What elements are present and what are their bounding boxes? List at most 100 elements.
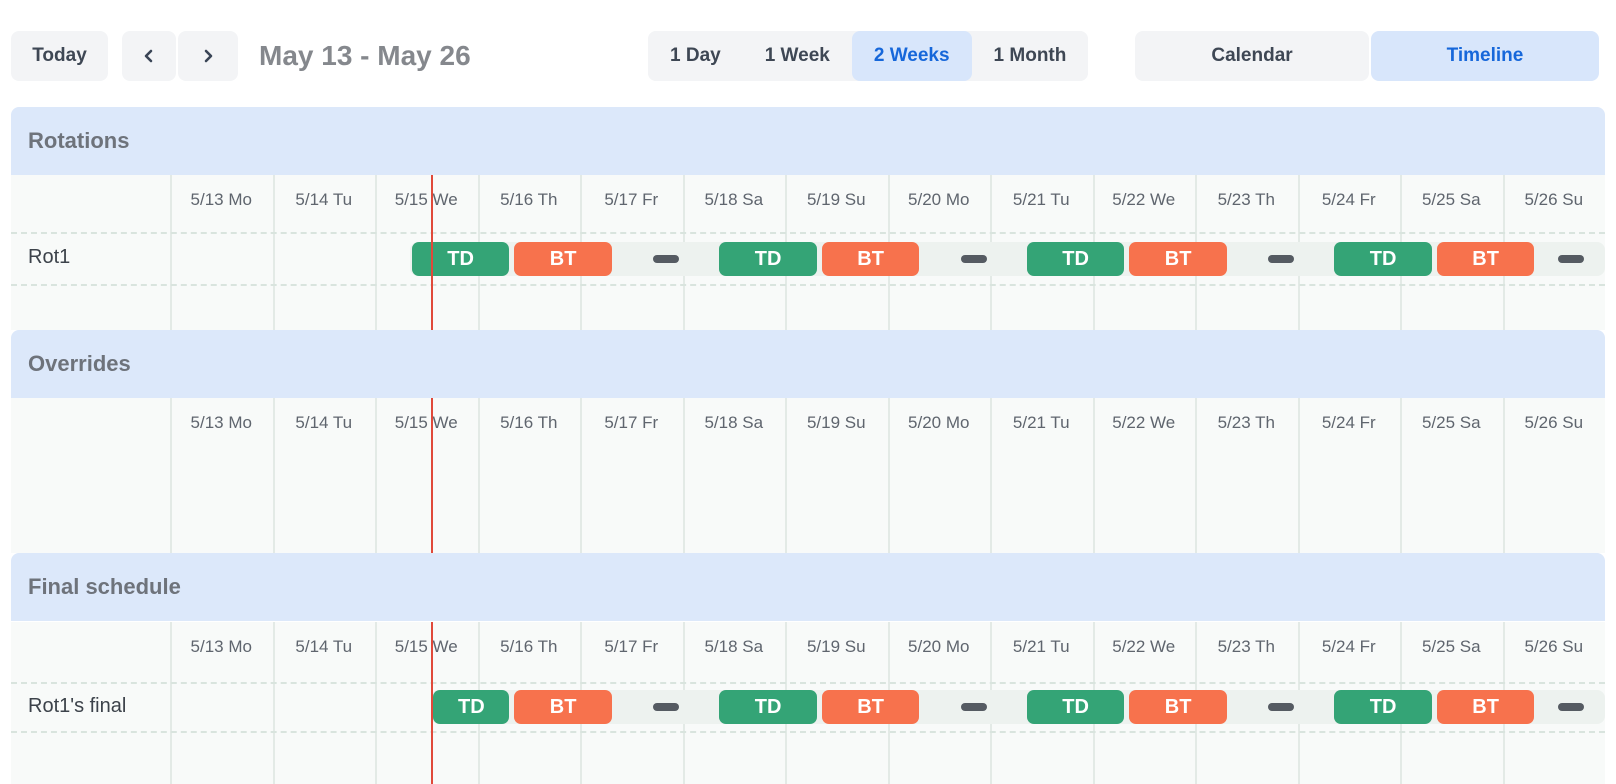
day-header-label: 5/25 Sa (1421, 637, 1481, 656)
day-gridline (272, 622, 275, 784)
shift-block-bt[interactable]: BT (821, 242, 920, 276)
row-separator (11, 284, 1605, 286)
day-header-label: 5/22 We (1112, 413, 1176, 432)
section-grid-final-schedule: 5/13 Mo 5/14 Tu 5/15 We 5/16 Th 5/17 Fr 5/18 … (11, 622, 1605, 784)
range-tab-2-weeks[interactable]: 2 Weeks (851, 31, 972, 81)
view-tab-calendar[interactable]: Calendar (1135, 31, 1369, 81)
range-tab-1-week[interactable]: 1 Week (742, 31, 852, 81)
gap-dash-icon (960, 703, 987, 711)
range-tab-group: 1 Day 1 Week 2 Weeks 1 Month (648, 31, 1089, 81)
gap-dash-icon (1268, 255, 1295, 263)
day-header-label: 5/18 Sa (704, 190, 764, 209)
day-gridline (682, 398, 685, 553)
chevron-right-icon (201, 48, 215, 64)
shift-block-bt[interactable]: BT (514, 242, 612, 276)
row-label-rot1: Rot1 (28, 246, 71, 268)
day-gridline (477, 398, 480, 553)
day-gridline (580, 398, 582, 553)
shift-block-td[interactable]: TD (719, 242, 817, 276)
row-separator (11, 682, 1605, 684)
section-title: Rotations (28, 128, 130, 153)
day-header-label: 5/23 Th (1217, 190, 1275, 209)
day-header-label: 5/13 Mo (190, 413, 252, 432)
day-header-label: 5/22 We (1112, 637, 1176, 656)
day-header-label: 5/16 Th (500, 637, 558, 656)
row-label-rot1-s-final: Rot1's final (28, 694, 127, 717)
chevron-left-icon (142, 48, 156, 64)
next-period-button[interactable] (178, 31, 238, 81)
day-header-label: 5/19 Su (806, 190, 866, 209)
day-header-label: 5/20 Mo (908, 413, 970, 432)
row-separator (11, 232, 1605, 234)
day-header-label: 5/17 Fr (604, 413, 659, 432)
range-tab-1-day[interactable]: 1 Day (648, 31, 743, 81)
shift-block-td[interactable]: TD (1026, 242, 1125, 276)
gap-dash-icon (960, 255, 987, 263)
day-header-label: 5/17 Fr (604, 637, 659, 656)
gap-dash-icon (653, 255, 680, 263)
shift-block-bt[interactable]: BT (514, 690, 612, 724)
day-header-label: 5/21 Tu (1012, 190, 1070, 209)
section-header-final-schedule: Final schedule (11, 553, 1605, 621)
day-gridline (170, 622, 172, 784)
section-header-rotations: Rotations (11, 107, 1605, 175)
day-header-label: 5/23 Th (1217, 637, 1275, 656)
current-time-line (431, 398, 434, 553)
day-header-label: 5/14 Tu (295, 637, 353, 656)
shift-block-td[interactable]: TD (1026, 690, 1125, 724)
day-header-label: 5/20 Mo (908, 190, 970, 209)
shift-block-td[interactable]: TD (411, 242, 510, 276)
range-tab-1-month[interactable]: 1 Month (971, 31, 1089, 81)
day-header-label: 5/26 Su (1524, 637, 1584, 656)
day-header-label: 5/24 Fr (1321, 637, 1376, 656)
day-header-label: 5/21 Tu (1012, 637, 1070, 656)
prev-period-button[interactable] (122, 31, 176, 81)
day-header-label: 5/20 Mo (908, 637, 970, 656)
shift-block-td[interactable]: TD (433, 690, 510, 724)
day-header-label: 5/24 Fr (1321, 190, 1376, 209)
day-gridline (1400, 398, 1402, 553)
shift-block-bt[interactable]: BT (1436, 690, 1535, 724)
day-gridline (1297, 398, 1300, 553)
day-header-label: 5/13 Mo (190, 190, 252, 209)
day-header-label: 5/26 Su (1524, 413, 1584, 432)
day-gridline (887, 398, 890, 553)
view-tab-group: Calendar Timeline (1135, 31, 1599, 81)
day-header-label: 5/15 We (394, 190, 458, 209)
day-gridline (785, 398, 787, 553)
day-header-label: 5/14 Tu (295, 190, 353, 209)
shift-block-td[interactable]: TD (719, 690, 817, 724)
shift-block-td[interactable]: TD (1334, 690, 1432, 724)
date-range-title: May 13 - May 26 (259, 40, 471, 71)
shift-block-bt[interactable]: BT (1129, 690, 1227, 724)
day-gridline (272, 398, 275, 553)
day-header-label: 5/25 Sa (1421, 190, 1481, 209)
day-gridline (170, 175, 172, 330)
current-time-line (431, 622, 434, 784)
gap-dash-icon (1268, 703, 1295, 711)
day-gridline (1195, 398, 1197, 553)
day-gridline (990, 398, 992, 553)
day-header-label: 5/19 Su (806, 637, 866, 656)
section-grid-overrides: 5/13 Mo 5/14 Tu 5/15 We 5/16 Th 5/17 Fr 5/18 … (11, 398, 1605, 553)
day-header-label: 5/18 Sa (704, 637, 764, 656)
day-header-label: 5/25 Sa (1421, 413, 1481, 432)
shift-block-bt[interactable]: BT (1129, 242, 1227, 276)
day-header-label: 5/16 Th (500, 413, 558, 432)
day-header-label: 5/16 Th (500, 190, 558, 209)
gap-dash-icon (1558, 703, 1585, 711)
view-tab-timeline[interactable]: Timeline (1371, 31, 1599, 81)
day-header-label: 5/18 Sa (704, 413, 764, 432)
shift-block-bt[interactable]: BT (1436, 242, 1535, 276)
shift-block-td[interactable]: TD (1334, 242, 1432, 276)
today-button[interactable]: Today (11, 31, 108, 81)
day-gridline (170, 398, 172, 553)
day-header-label: 5/15 We (394, 413, 458, 432)
shift-block-bt[interactable]: BT (821, 690, 920, 724)
day-header-label: 5/13 Mo (190, 637, 252, 656)
current-time-line (431, 175, 434, 330)
day-header-label: 5/14 Tu (295, 413, 353, 432)
day-header-label: 5/26 Su (1524, 190, 1584, 209)
day-gridline (375, 622, 377, 784)
day-header-label: 5/23 Th (1217, 413, 1275, 432)
